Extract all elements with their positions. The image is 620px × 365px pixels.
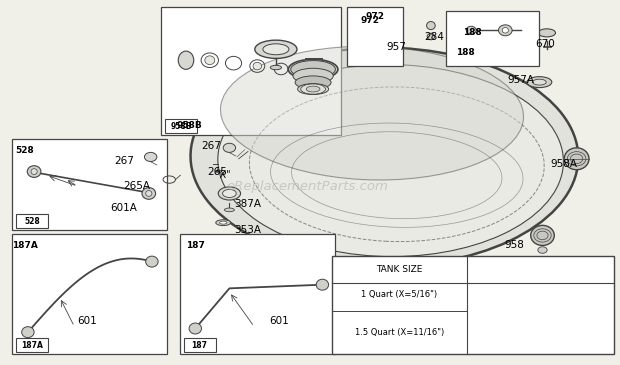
Ellipse shape [288,59,338,80]
Text: 528: 528 [16,146,34,155]
Text: 265A: 265A [123,181,150,191]
Bar [165,119,197,133]
Text: 670: 670 [536,39,556,49]
Text: 528: 528 [24,217,40,226]
Text: 187A: 187A [12,241,38,250]
Bar [446,11,539,66]
Ellipse shape [263,44,289,55]
Text: 601A: 601A [110,203,138,213]
Text: 957A: 957A [507,75,534,85]
Bar [16,338,48,352]
Text: 267: 267 [201,141,221,151]
Ellipse shape [205,56,215,65]
Bar [12,139,167,230]
Ellipse shape [298,84,329,95]
Ellipse shape [219,221,227,224]
Bar [180,234,335,354]
Text: 601: 601 [77,316,97,326]
Ellipse shape [31,169,37,174]
Text: 957: 957 [387,42,407,53]
Ellipse shape [189,323,202,334]
Ellipse shape [427,33,435,40]
Ellipse shape [527,77,552,88]
Ellipse shape [221,46,523,180]
Ellipse shape [146,256,158,267]
Ellipse shape [498,25,512,36]
Text: eReplacementParts.com: eReplacementParts.com [226,180,388,193]
Bar [305,58,322,69]
Ellipse shape [270,65,281,70]
Text: 1.5 Quart (X=11/16"): 1.5 Quart (X=11/16") [355,328,444,337]
Ellipse shape [224,208,234,212]
Ellipse shape [538,247,547,253]
Ellipse shape [144,153,157,161]
Bar [184,338,216,352]
Bar [161,7,341,135]
Text: 188: 188 [456,49,474,57]
Text: 353A: 353A [234,225,262,235]
Ellipse shape [291,61,335,78]
Text: 972: 972 [361,16,379,24]
Ellipse shape [142,188,156,199]
Ellipse shape [223,189,236,197]
Text: 958: 958 [505,239,525,250]
Ellipse shape [531,225,554,245]
Text: 972: 972 [366,12,384,21]
Bar [12,234,167,354]
Ellipse shape [218,65,564,257]
Ellipse shape [301,84,326,94]
Ellipse shape [218,187,241,200]
Ellipse shape [190,48,578,266]
Bar [16,214,48,228]
Text: 187: 187 [192,341,208,350]
Text: 958A: 958A [551,159,578,169]
Ellipse shape [223,143,236,153]
Ellipse shape [316,279,329,290]
Text: 1 Quart (X=5/16"): 1 Quart (X=5/16") [361,291,438,299]
Text: TANK SIZE: TANK SIZE [376,265,423,274]
Ellipse shape [255,40,297,58]
Ellipse shape [533,79,546,85]
Ellipse shape [538,29,556,37]
Text: 265: 265 [207,166,227,177]
Ellipse shape [295,76,331,89]
Ellipse shape [564,148,589,170]
Text: 601: 601 [269,316,289,326]
Ellipse shape [179,51,193,69]
Text: "X": "X" [215,170,231,180]
Bar [347,7,403,66]
Bar [332,255,614,354]
Text: 284: 284 [424,31,444,42]
Ellipse shape [293,68,334,84]
Text: 188: 188 [463,28,482,37]
Ellipse shape [466,26,476,34]
Ellipse shape [22,327,34,338]
Ellipse shape [216,220,231,226]
Ellipse shape [253,62,262,70]
Ellipse shape [306,86,320,92]
Text: 958B: 958B [170,122,192,131]
Ellipse shape [427,22,435,30]
Text: 187: 187 [186,241,205,250]
Ellipse shape [502,27,508,33]
Ellipse shape [27,166,41,177]
Text: 187A: 187A [21,341,43,350]
Text: 267: 267 [114,155,134,166]
Text: 387A: 387A [234,199,262,210]
Text: 958B: 958B [176,122,202,130]
Ellipse shape [146,191,152,196]
